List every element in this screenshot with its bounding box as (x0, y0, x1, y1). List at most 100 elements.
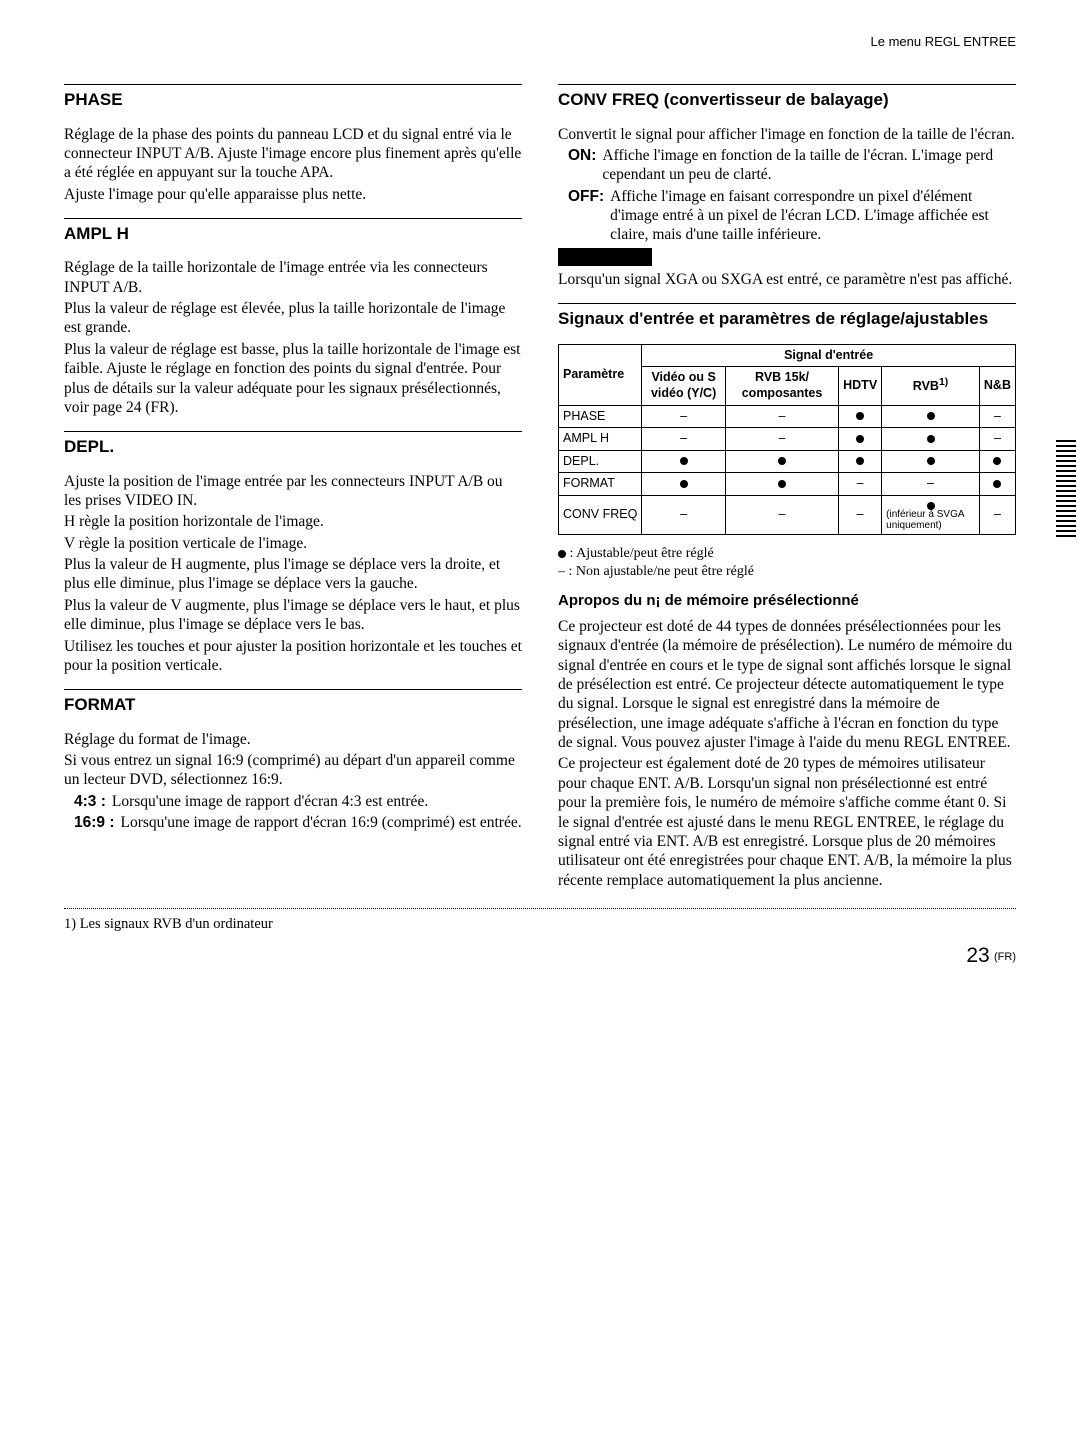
definition-169: 16:9 : Lorsqu'une image de rapport d'écr… (74, 813, 522, 832)
signals-heading: Signaux d'entrée et paramètres de réglag… (558, 308, 1016, 329)
value-cell (839, 428, 882, 451)
side-tab-index (1056, 440, 1076, 550)
definition-off: OFF: Affiche l'image en faisant correspo… (568, 187, 1016, 245)
body-text: Ce projecteur est doté de 44 types de do… (558, 617, 1016, 753)
value-cell (642, 473, 726, 496)
body-text: Utilisez les touches et pour ajuster la … (64, 637, 522, 676)
definition-key: OFF: (568, 187, 610, 206)
divider (558, 84, 1016, 85)
param-cell: DEPL. (559, 450, 642, 473)
definition-body: Lorsqu'une image de rapport d'écran 16:9… (121, 813, 522, 832)
convfreq-heading: CONV FREQ (convertisseur de balayage) (558, 89, 1016, 110)
body-text: Plus la valeur de V augmente, plus l'ima… (64, 596, 522, 635)
value-cell: – (725, 405, 838, 428)
col-video: Vidéo ou S vidéo (Y/C) (642, 367, 726, 405)
two-column-layout: PHASE Réglage de la phase des points du … (64, 70, 1016, 892)
table-row: AMPL H––– (559, 428, 1016, 451)
value-cell: – (979, 405, 1015, 428)
dotted-divider (64, 908, 1016, 909)
value-cell: – (839, 473, 882, 496)
param-cell: FORMAT (559, 473, 642, 496)
divider (64, 689, 522, 690)
value-cell: – (839, 496, 882, 535)
param-cell: AMPL H (559, 428, 642, 451)
value-cell (725, 450, 838, 473)
body-text: H règle la position horizontale de l'ima… (64, 512, 522, 531)
table-row: CONV FREQ–––(inférieur à SVGA uniquement… (559, 496, 1016, 535)
body-text: Convertit le signal pour afficher l'imag… (558, 125, 1016, 144)
left-column: PHASE Réglage de la phase des points du … (64, 70, 522, 892)
note-text: Lorsqu'un signal XGA ou SXGA est entré, … (558, 270, 1016, 289)
body-text: Plus la valeur de H augmente, plus l'ima… (64, 555, 522, 594)
divider (64, 84, 522, 85)
dot-icon (856, 435, 864, 443)
amplh-heading: AMPL H (64, 223, 522, 244)
dot-icon (558, 550, 566, 558)
body-text: Ajuste la position de l'image entrée par… (64, 472, 522, 511)
col-hdtv: HDTV (839, 367, 882, 405)
definition-body: Affiche l'image en fonction de la taille… (602, 146, 1016, 185)
preset-heading: Apropos du n¡ de mémoire présélectionné (558, 592, 1016, 611)
note-label: Remarque (558, 248, 652, 266)
page-number: 23 (FR) (64, 943, 1016, 969)
value-cell: – (642, 496, 726, 535)
value-cell (839, 405, 882, 428)
body-text: Ce projecteur est également doté de 20 t… (558, 754, 1016, 890)
signals-table: Paramètre Signal d'entrée Vidéo ou S vid… (558, 344, 1016, 535)
definition-body: Affiche l'image en faisant correspondre … (610, 187, 1016, 245)
dot-icon (680, 457, 688, 465)
value-cell (882, 450, 980, 473)
value-cell (725, 473, 838, 496)
dot-icon (680, 480, 688, 488)
value-cell: – (642, 428, 726, 451)
divider (64, 218, 522, 219)
dot-icon (927, 435, 935, 443)
table-row: DEPL. (559, 450, 1016, 473)
param-cell: CONV FREQ (559, 496, 642, 535)
value-cell (979, 450, 1015, 473)
col-nb: N&B (979, 367, 1015, 405)
depl-heading: DEPL. (64, 436, 522, 457)
body-text: Réglage de la taille horizontale de l'im… (64, 258, 522, 297)
dot-icon (927, 457, 935, 465)
col-param: Paramètre (559, 344, 642, 405)
value-cell (882, 405, 980, 428)
definition-key: ON: (568, 146, 602, 165)
legend-line: – : Non ajustable/ne peut être réglé (558, 563, 1016, 581)
table-row: PHASE––– (559, 405, 1016, 428)
col-signal: Signal d'entrée (642, 344, 1016, 367)
definition-body: Lorsqu'une image de rapport d'écran 4:3 … (112, 792, 428, 811)
dot-icon (778, 457, 786, 465)
body-text: Plus la valeur de réglage est élevée, pl… (64, 299, 522, 338)
phase-heading: PHASE (64, 89, 522, 110)
value-cell: (inférieur à SVGA uniquement) (882, 496, 980, 535)
value-cell: – (725, 428, 838, 451)
col-rvb15k: RVB 15k/ composantes (725, 367, 838, 405)
value-cell: – (882, 473, 980, 496)
table-row: FORMAT –– (559, 473, 1016, 496)
value-cell (979, 473, 1015, 496)
value-cell: – (642, 405, 726, 428)
definition-on: ON: Affiche l'image en fonction de la ta… (568, 146, 1016, 185)
running-header: Le menu REGL ENTREE (64, 34, 1016, 50)
dot-icon (778, 480, 786, 488)
right-column: CONV FREQ (convertisseur de balayage) Co… (558, 70, 1016, 892)
divider (558, 303, 1016, 304)
value-cell: – (979, 428, 1015, 451)
body-text: Plus la valeur de réglage est basse, plu… (64, 340, 522, 418)
dot-icon (993, 457, 1001, 465)
value-cell (839, 450, 882, 473)
value-cell: – (979, 496, 1015, 535)
body-text: Si vous entrez un signal 16:9 (comprimé)… (64, 751, 522, 790)
definition-43: 4:3 : Lorsqu'une image de rapport d'écra… (74, 792, 522, 811)
legend-line: : Ajustable/peut être réglé (558, 545, 1016, 563)
body-text: Réglage de la phase des points du pannea… (64, 125, 522, 183)
value-cell (642, 450, 726, 473)
table-legend: : Ajustable/peut être réglé – : Non ajus… (558, 545, 1016, 580)
format-heading: FORMAT (64, 694, 522, 715)
value-cell (882, 428, 980, 451)
dot-icon (856, 457, 864, 465)
definition-key: 4:3 : (74, 792, 112, 811)
param-cell: PHASE (559, 405, 642, 428)
divider (64, 431, 522, 432)
